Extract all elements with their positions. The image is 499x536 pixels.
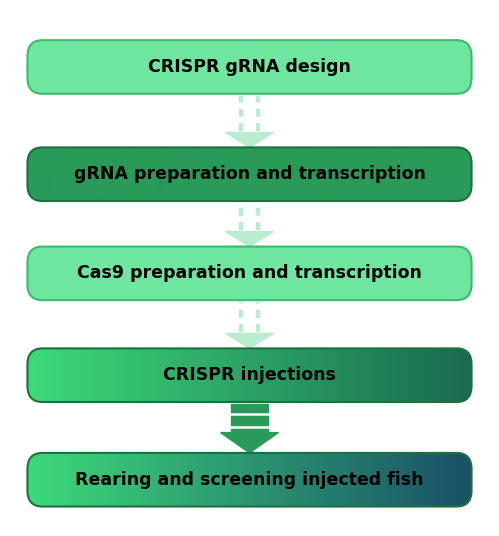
Text: Cas9 preparation and transcription: Cas9 preparation and transcription bbox=[77, 264, 422, 282]
FancyBboxPatch shape bbox=[27, 40, 472, 94]
FancyBboxPatch shape bbox=[27, 147, 472, 201]
Text: CRISPR injections: CRISPR injections bbox=[163, 366, 336, 384]
Polygon shape bbox=[221, 433, 278, 453]
Polygon shape bbox=[226, 232, 273, 247]
Polygon shape bbox=[226, 333, 273, 348]
Text: CRISPR gRNA design: CRISPR gRNA design bbox=[148, 58, 351, 76]
Text: Rearing and screening injected fish: Rearing and screening injected fish bbox=[75, 471, 424, 489]
FancyBboxPatch shape bbox=[27, 453, 472, 507]
Polygon shape bbox=[231, 404, 268, 437]
FancyBboxPatch shape bbox=[27, 247, 472, 300]
FancyBboxPatch shape bbox=[27, 348, 472, 402]
Text: gRNA preparation and transcription: gRNA preparation and transcription bbox=[73, 165, 426, 183]
Polygon shape bbox=[226, 132, 273, 147]
